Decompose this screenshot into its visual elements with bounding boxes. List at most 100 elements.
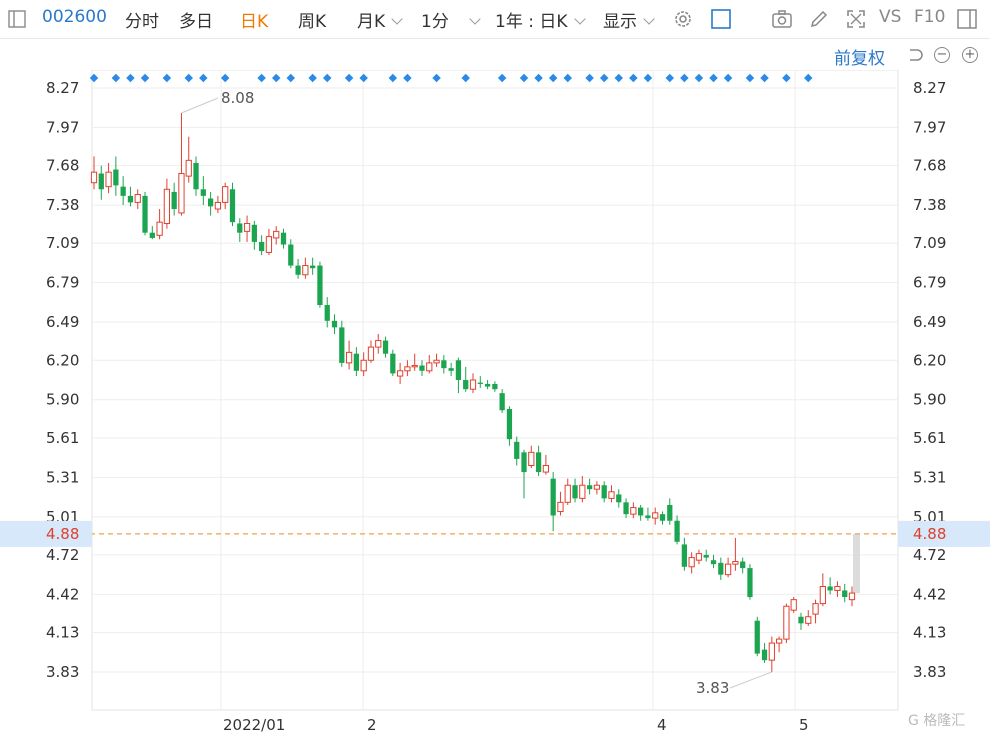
candle-body (229, 189, 236, 223)
x-tick-label: 2022/01 (223, 716, 285, 734)
square-checkbox-icon[interactable] (710, 8, 732, 30)
stock-code[interactable]: 002600 (42, 7, 107, 27)
settings-icon[interactable] (672, 8, 694, 30)
candle-body (411, 365, 418, 368)
candle (156, 209, 163, 240)
marker-dot (322, 73, 332, 83)
candle (171, 182, 177, 216)
candle (842, 583, 848, 603)
candle-body (732, 561, 739, 565)
f10-button[interactable]: F10 (914, 7, 946, 27)
current-price-tag-left (0, 520, 92, 547)
display-select[interactable]: 显示 (603, 7, 655, 32)
zoom-out-icon[interactable]: − (934, 47, 950, 63)
y-tick-left: 7.97 (46, 118, 79, 136)
candle-body (360, 359, 367, 372)
candle (441, 355, 447, 374)
candle (339, 320, 345, 367)
undo-icon[interactable] (906, 46, 924, 64)
candle (455, 357, 462, 394)
marker-dot (599, 73, 609, 83)
marker-dot (184, 73, 193, 83)
interval-select[interactable]: 1分 (421, 7, 481, 32)
candle (200, 176, 206, 206)
layout-icon[interactable] (956, 8, 978, 30)
candle-body (703, 554, 709, 558)
marker-dot (199, 73, 208, 83)
tab-intraday[interactable]: 分时 (125, 12, 159, 32)
candle-body (790, 599, 797, 611)
marker-dot (629, 73, 638, 83)
candle (805, 610, 812, 626)
interval-label: 1分 (421, 12, 449, 32)
candle (593, 481, 601, 495)
y-tick-left: 4.42 (46, 585, 79, 603)
candle (345, 340, 353, 370)
candle (710, 554, 717, 569)
zoom-in-icon[interactable]: + (962, 47, 978, 63)
candle-body (484, 383, 491, 387)
candles (90, 112, 856, 672)
candle (812, 599, 819, 624)
y-tick-right: 3.83 (913, 663, 946, 681)
y-tick-left: 7.38 (46, 196, 79, 214)
candle-body (724, 563, 732, 576)
x-tick-label: 4 (657, 716, 667, 734)
candle (214, 195, 222, 213)
candle-body (134, 194, 141, 203)
y-tick-right: 8.27 (913, 79, 946, 97)
y-tick-left: 3.83 (46, 663, 79, 681)
camera-icon[interactable] (771, 8, 793, 30)
candle (492, 381, 498, 392)
candle (608, 485, 615, 503)
fullscreen-icon[interactable] (845, 8, 867, 30)
candle-body (564, 484, 571, 503)
candle (528, 445, 535, 469)
candle (134, 189, 141, 210)
pencil-icon[interactable] (808, 8, 830, 30)
candle-body (382, 340, 389, 354)
range-select[interactable]: 1年 : 日K (495, 7, 586, 32)
candle (754, 616, 760, 657)
tab-multi-day[interactable]: 多日 (179, 12, 213, 32)
min-pointer (729, 671, 773, 689)
panel-icon[interactable] (6, 8, 28, 30)
candle (506, 406, 513, 446)
candle-body (674, 520, 680, 542)
y-tick-right: 5.90 (913, 391, 946, 409)
marker-dot (563, 73, 572, 83)
candle-body (499, 393, 505, 411)
candle-body (331, 320, 338, 328)
candle (783, 603, 790, 644)
marker-dot (760, 73, 769, 83)
candle (149, 226, 155, 240)
marker-dot (723, 73, 733, 83)
candle-body (775, 638, 783, 644)
adjust-type-button[interactable]: 前复权 (834, 49, 885, 69)
y-tick-right: 7.68 (913, 157, 946, 175)
candle-body (178, 172, 185, 214)
candle (317, 261, 323, 308)
tab-daily-k[interactable]: 日K (240, 12, 269, 32)
tab-monthly-k[interactable]: 月K (357, 7, 403, 32)
marker-dot (220, 73, 230, 83)
tab-weekly-k[interactable]: 周K (298, 12, 327, 32)
candlestick-chart[interactable]: 8.27 8.27 7.97 7.97 7.68 7.68 7.38 7.38 7.09 7.09… (0, 70, 990, 735)
marker-dot (534, 73, 543, 83)
candle-body (207, 198, 214, 207)
max-pointer (181, 97, 219, 114)
candle-body (419, 365, 425, 371)
candle (623, 498, 629, 519)
candle (98, 165, 104, 200)
candle-body (805, 616, 812, 624)
candle-body (718, 562, 724, 575)
vs-button[interactable]: VS (879, 7, 902, 27)
candle (404, 360, 411, 377)
candle (535, 445, 542, 477)
candle (586, 478, 593, 495)
candle-body (754, 620, 760, 654)
y-tick-left: 7.68 (46, 157, 79, 175)
candle-body (659, 514, 666, 521)
candle-body (579, 484, 586, 499)
candle (127, 186, 134, 207)
